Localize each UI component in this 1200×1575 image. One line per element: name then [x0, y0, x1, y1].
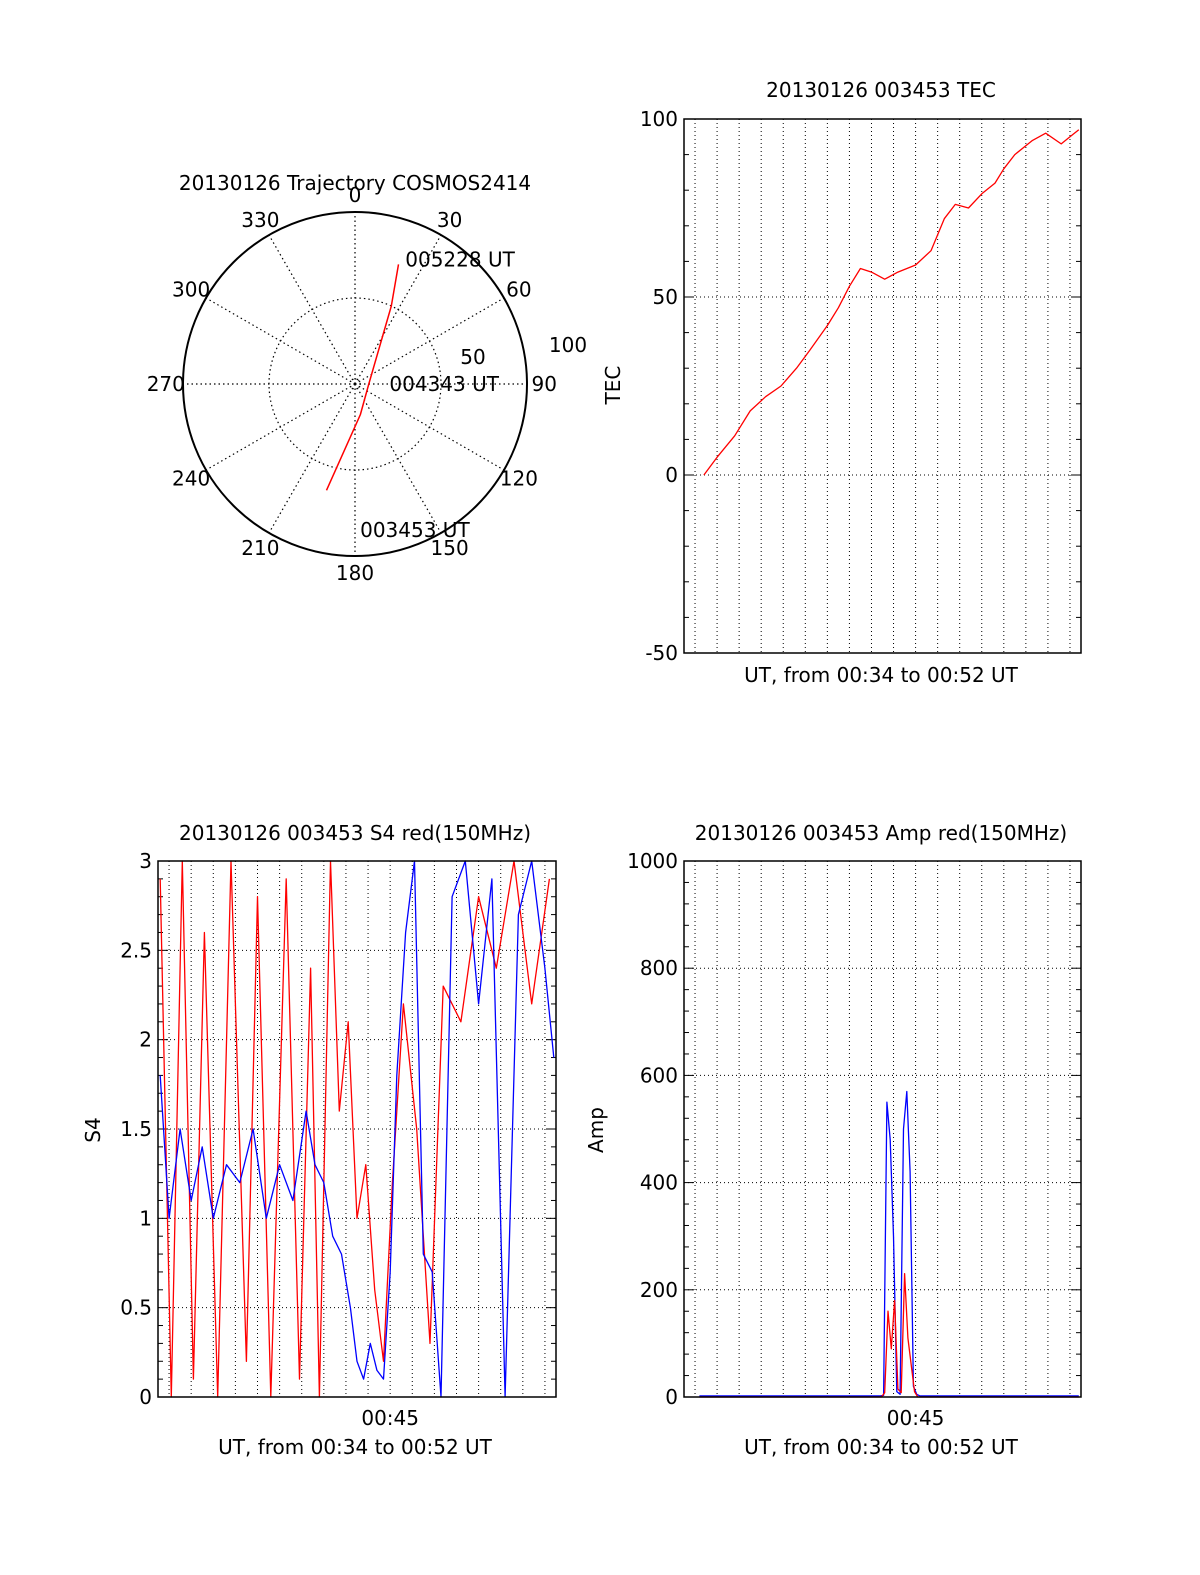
amp-panel: 20130126 003453 Amp red(150MHz) UT, from… — [584, 821, 1082, 1459]
s4-title: 20130126 003453 S4 red(150MHz) — [179, 821, 531, 845]
tec-y-tick-label: 50 — [653, 285, 678, 309]
polar-spoke — [268, 234, 356, 385]
s4-plot-frame — [157, 860, 557, 1398]
tec-title: 20130126 003453 TEC — [766, 78, 996, 102]
polar-angle-label: 120 — [500, 467, 538, 491]
polar-angle-label: 30 — [437, 208, 462, 232]
polar-angle-label: 210 — [241, 536, 279, 560]
trajectory-time-label: 003453 UT — [360, 518, 470, 542]
polar-spoke — [205, 383, 356, 471]
polar-ring-50 — [268, 297, 442, 471]
tec-y-tick-label: 100 — [640, 107, 678, 131]
s4-y-tick-label: 0.5 — [120, 1296, 152, 1320]
polar-title: 20130126 Trajectory COSMOS2414 — [179, 171, 531, 195]
amp-y-tick-label: 1000 — [627, 849, 678, 873]
s4-y-tick-label: 0 — [139, 1385, 152, 1409]
s4-series-0-line — [159, 860, 551, 1398]
polar-trajectory-panel: 20130126 Trajectory COSMOS2414 0 30 60 90 12… — [147, 171, 587, 585]
polar-angle-label: 150 — [431, 536, 469, 560]
polar-angle-label: 330 — [241, 208, 279, 232]
tec-y-tick-label: 0 — [665, 463, 678, 487]
polar-spoke — [205, 297, 356, 385]
polar-spoke — [354, 383, 442, 534]
polar-radial-label-50: 50 — [460, 345, 485, 369]
polar-angle-label: 90 — [531, 372, 556, 396]
s4-y-tick-label: 2.5 — [120, 938, 152, 962]
amp-y-tick-label: 600 — [640, 1063, 678, 1087]
amp-x-tick-label: 00:45 — [887, 1406, 945, 1430]
s4-y-tick-label: 1 — [139, 1206, 152, 1230]
amp-plot-frame — [683, 860, 1082, 1398]
polar-spoke — [268, 383, 356, 534]
tec-plot-frame — [683, 118, 1082, 654]
tec-x-label: UT, from 00:34 to 00:52 UT — [744, 663, 1019, 687]
amp-series-1-line — [699, 1273, 1079, 1398]
amp-y-tick-label: 400 — [640, 1171, 678, 1195]
amp-y-tick-label: 800 — [640, 956, 678, 980]
polar-radial-label-100: 100 — [549, 333, 587, 357]
amp-x-label: UT, from 00:34 to 00:52 UT — [744, 1435, 1019, 1459]
amp-series-0-line — [699, 1090, 1079, 1397]
s4-y-tick-label: 3 — [139, 849, 152, 873]
polar-center-ring — [349, 378, 361, 390]
polar-angle-label: 180 — [336, 561, 374, 585]
amp-y-tick-label: 200 — [640, 1278, 678, 1302]
s4-x-label: UT, from 00:34 to 00:52 UT — [218, 1435, 493, 1459]
polar-angle-label: 300 — [172, 277, 210, 301]
tec-y-tick-label: -50 — [645, 641, 678, 665]
polar-angle-label: 60 — [506, 277, 531, 301]
s4-y-tick-label: 2 — [139, 1028, 152, 1052]
amp-y-tick-label: 0 — [665, 1385, 678, 1409]
trajectory-time-label: 005228 UT — [405, 248, 515, 272]
s4-y-label: S4 — [81, 1117, 105, 1142]
polar-angle-label: 0 — [349, 183, 362, 207]
polar-angle-label: 270 — [147, 372, 185, 396]
tec-panel: 20130126 003453 TEC UT, from 00:34 to 00… — [601, 78, 1082, 687]
tec-y-label: TEC — [601, 366, 625, 406]
amp-y-label: Amp — [584, 1107, 608, 1153]
trajectory-line — [325, 264, 400, 491]
trajectory-time-label: 004343 UT — [389, 372, 499, 396]
polar-angle-label: 240 — [172, 467, 210, 491]
s4-series-1-line — [159, 860, 555, 1398]
polar-spoke — [354, 234, 442, 385]
polar-outer-ring — [182, 211, 528, 557]
s4-x-tick-label: 00:45 — [361, 1406, 419, 1430]
s4-y-tick-label: 1.5 — [120, 1117, 152, 1141]
amp-title: 20130126 003453 Amp red(150MHz) — [695, 821, 1067, 845]
tec-series-0-line — [703, 129, 1080, 476]
s4-panel: 20130126 003453 S4 red(150MHz) UT, from … — [81, 821, 557, 1459]
polar-spoke — [354, 297, 505, 385]
